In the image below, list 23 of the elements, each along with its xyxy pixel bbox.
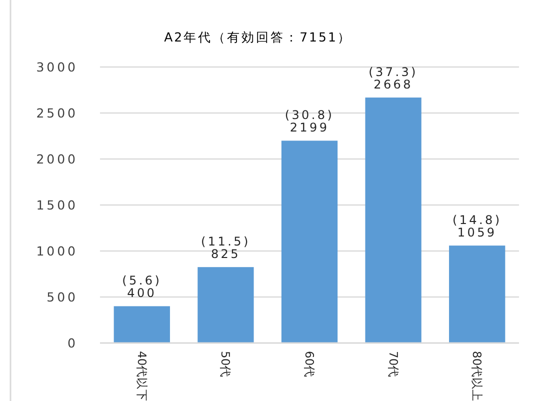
- y-tick-label: 0: [68, 336, 78, 350]
- bar: [114, 306, 170, 343]
- bar: [449, 246, 506, 343]
- x-tick-label: 60代: [302, 351, 316, 378]
- x-tick-label: 50代: [218, 351, 233, 378]
- chart-title: A2年代（有効回答：7151）: [164, 30, 352, 44]
- data-label: (5.6) 400: [122, 274, 162, 300]
- y-tick-label: 2000: [36, 152, 78, 166]
- bar: [198, 267, 254, 343]
- y-tick-label: 3000: [36, 60, 78, 74]
- y-tick-label: 1500: [36, 198, 78, 212]
- y-tick-label: 2500: [36, 106, 78, 120]
- bar: [281, 140, 338, 343]
- bar: [365, 98, 422, 343]
- data-label: (30.8) 2199: [284, 108, 334, 135]
- x-tick-label: 40代以下: [134, 351, 149, 401]
- x-tick-label: 70代: [386, 351, 400, 378]
- data-label: (37.3) 2668: [368, 65, 418, 92]
- data-label: (11.5) 825: [201, 234, 250, 262]
- y-tick-label: 500: [46, 290, 78, 304]
- y-tick-label: 1000: [36, 244, 78, 258]
- data-label: (14.8) 1059: [452, 213, 502, 240]
- x-tick-label: 80代以上: [470, 351, 484, 401]
